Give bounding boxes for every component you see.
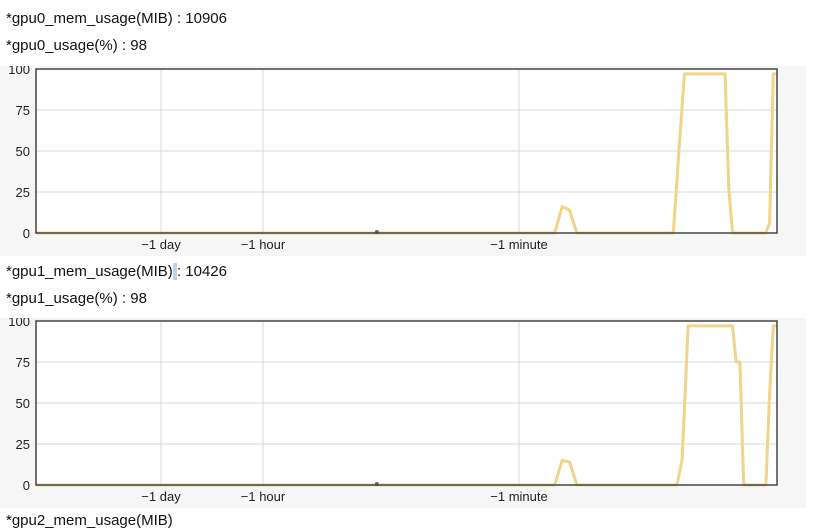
gpu0-usage-chart-svg: 0 25 50 75 100 −1 day −1 hour −1 minute — [8, 66, 778, 252]
series-line-gpu1_usage — [36, 324, 777, 487]
x-tick-label: −1 day — [141, 489, 181, 504]
gpu1-usage-chart: 0 25 50 75 100 −1 day −1 hour −1 minute — [0, 318, 806, 508]
x-tick-label: −1 minute — [490, 237, 547, 252]
y-tick-label: 50 — [16, 396, 30, 411]
plot-frame — [35, 320, 778, 486]
gpu0-usage-chart: 0 25 50 75 100 −1 day −1 hour −1 minute — [0, 66, 806, 256]
x-tick-label: −1 hour — [241, 489, 286, 504]
plot-frame — [35, 68, 778, 234]
gpu1-mem-usage-label: *gpu1_mem_usage(MIB) : 10426 — [6, 263, 227, 281]
x-tick-label: −1 day — [141, 237, 181, 252]
series-line-gpu0_usage — [36, 72, 777, 235]
text-selection — [172, 263, 177, 280]
y-tick-label: 75 — [16, 355, 30, 370]
y-tick-label: 0 — [23, 226, 30, 241]
gpu1-mem-usage-key: *gpu1_mem_usage(MIB) — [6, 263, 173, 280]
gpu1-usage-chart-svg: 0 25 50 75 100 −1 day −1 hour −1 minute — [8, 318, 778, 504]
x-tick-label: −1 minute — [490, 489, 547, 504]
x-tick-label: −1 hour — [241, 237, 286, 252]
y-tick-label: 75 — [16, 103, 30, 118]
gpu1-mem-usage-value: : 10426 — [176, 263, 227, 280]
y-tick-label: 0 — [23, 478, 30, 493]
y-tick-label: 100 — [8, 318, 30, 329]
gpu0-mem-usage-label: *gpu0_mem_usage(MIB) : 10906 — [6, 10, 227, 27]
y-tick-label: 25 — [16, 437, 30, 452]
gpu0-usage-label: *gpu0_usage(%) : 98 — [6, 37, 147, 54]
gpu2-mem-usage-label-cut: *gpu2_mem_usage(MIB) — [6, 512, 173, 529]
y-tick-label: 25 — [16, 185, 30, 200]
gpu1-usage-label: *gpu1_usage(%) : 98 — [6, 290, 147, 307]
y-tick-label: 50 — [16, 144, 30, 159]
y-tick-label: 100 — [8, 66, 30, 77]
